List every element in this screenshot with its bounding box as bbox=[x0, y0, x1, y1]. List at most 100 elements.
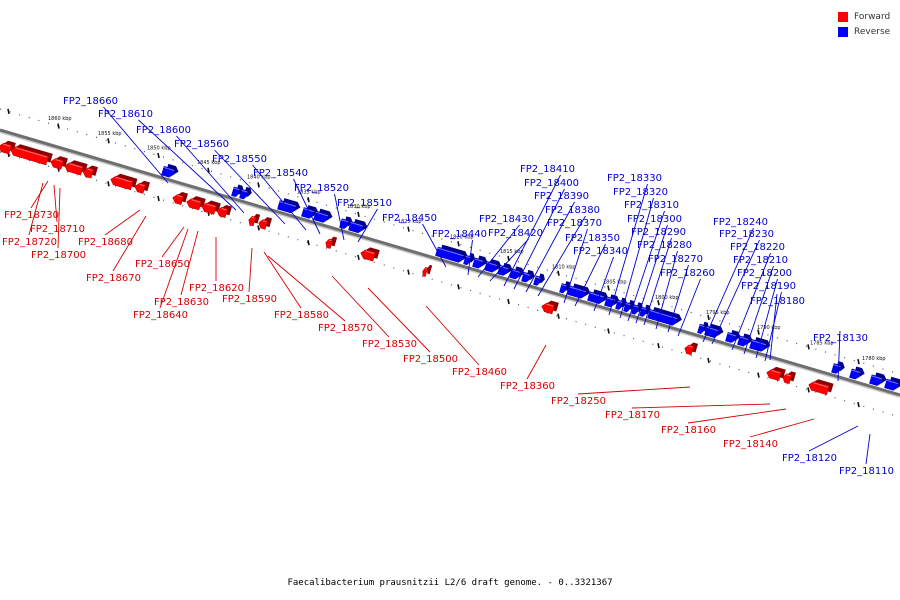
reverse-gene-label[interactable]: FP2_18400 bbox=[524, 178, 579, 189]
reverse-gene-label[interactable]: FP2_18310 bbox=[624, 200, 679, 211]
reverse-gene-label[interactable]: FP2_18410 bbox=[520, 164, 575, 175]
reverse-gene-label[interactable]: FP2_18290 bbox=[631, 227, 686, 238]
forward-gene-glyph[interactable] bbox=[109, 172, 138, 191]
forward-gene-label[interactable]: FP2_18700 bbox=[31, 250, 86, 261]
forward-gene-label[interactable]: FP2_18730 bbox=[4, 210, 59, 221]
reverse-gene-label[interactable]: FP2_18320 bbox=[613, 187, 668, 198]
reverse-gene-glyph[interactable] bbox=[533, 272, 546, 287]
reverse-gene-label[interactable]: FP2_18300 bbox=[627, 214, 682, 225]
forward-gene-glyph[interactable] bbox=[63, 158, 88, 176]
reverse-gene-glyph[interactable] bbox=[647, 306, 683, 327]
reverse-gene-label[interactable]: FP2_18440 bbox=[432, 229, 487, 240]
forward-gene-glyph[interactable] bbox=[324, 235, 338, 250]
forward-gene-label[interactable]: FP2_18160 bbox=[661, 425, 716, 436]
forward-gene-label[interactable]: FP2_18460 bbox=[452, 367, 507, 378]
forward-gene-label[interactable]: FP2_18530 bbox=[362, 339, 417, 350]
forward-gene-glyph[interactable] bbox=[359, 245, 380, 262]
forward-gene-glyph[interactable] bbox=[49, 154, 68, 170]
forward-gene-label[interactable]: FP2_18640 bbox=[133, 310, 188, 321]
forward-gene-glyph[interactable] bbox=[247, 212, 261, 227]
reverse-gene-glyph[interactable] bbox=[435, 244, 469, 265]
reverse-gene-label[interactable]: FP2_18430 bbox=[479, 214, 534, 225]
forward-gene-glyph[interactable] bbox=[171, 190, 188, 206]
reverse-gene-glyph[interactable] bbox=[559, 280, 572, 295]
reverse-gene-label[interactable]: FP2_18340 bbox=[573, 246, 628, 257]
forward-gene-label[interactable]: FP2_18500 bbox=[403, 354, 458, 365]
reverse-gene-glyph[interactable] bbox=[484, 258, 502, 274]
forward-gene-label[interactable]: FP2_18580 bbox=[274, 310, 329, 321]
reverse-gene-label[interactable]: FP2_18450 bbox=[382, 213, 437, 224]
reverse-gene-label[interactable]: FP2_18260 bbox=[660, 268, 715, 279]
reverse-gene-label[interactable]: FP2_18610 bbox=[98, 109, 153, 120]
reverse-gene-glyph[interactable] bbox=[472, 254, 488, 270]
reverse-gene-label[interactable]: FP2_18270 bbox=[648, 254, 703, 265]
forward-gene-glyph[interactable] bbox=[133, 179, 150, 195]
forward-gene-label[interactable]: FP2_18590 bbox=[222, 294, 277, 305]
reverse-gene-glyph[interactable] bbox=[339, 215, 354, 230]
reverse-gene-glyph[interactable] bbox=[348, 218, 368, 235]
reverse-gene-label[interactable]: FP2_18520 bbox=[294, 183, 349, 194]
forward-gene-label[interactable]: FP2_18720 bbox=[2, 237, 57, 248]
gene-depth bbox=[427, 264, 433, 275]
reverse-gene-glyph[interactable] bbox=[161, 163, 179, 179]
forward-gene-label[interactable]: FP2_18170 bbox=[605, 410, 660, 421]
forward-gene-label[interactable]: FP2_18650 bbox=[135, 259, 190, 270]
gene-face bbox=[639, 306, 647, 317]
forward-gene-label[interactable]: FP2_18620 bbox=[189, 283, 244, 294]
reverse-gene-label[interactable]: FP2_18420 bbox=[488, 228, 543, 239]
reverse-gene-glyph[interactable] bbox=[749, 336, 771, 353]
reverse-gene-label[interactable]: FP2_18560 bbox=[174, 139, 229, 150]
reverse-gene-glyph[interactable] bbox=[313, 208, 333, 225]
gene-face bbox=[134, 182, 146, 194]
reverse-gene-label[interactable]: FP2_18280 bbox=[637, 240, 692, 251]
forward-gene-label[interactable]: FP2_18680 bbox=[78, 237, 133, 248]
forward-gene-glyph[interactable] bbox=[807, 377, 834, 396]
forward-gene-label[interactable]: FP2_18630 bbox=[154, 297, 209, 308]
reverse-gene-glyph[interactable] bbox=[884, 376, 900, 393]
reverse-gene-label[interactable]: FP2_18550 bbox=[212, 154, 267, 165]
reverse-gene-label[interactable]: FP2_18370 bbox=[547, 218, 602, 229]
reverse-gene-label[interactable]: FP2_18110 bbox=[839, 466, 894, 477]
forward-gene-label[interactable]: FP2_18670 bbox=[86, 273, 141, 284]
reverse-gene-label[interactable]: FP2_18180 bbox=[750, 296, 805, 307]
reverse-gene-label[interactable]: FP2_18190 bbox=[741, 281, 796, 292]
reverse-gene-label[interactable]: FP2_18200 bbox=[737, 268, 792, 279]
forward-gene-glyph[interactable] bbox=[421, 263, 433, 277]
forward-gene-glyph[interactable] bbox=[683, 341, 699, 356]
forward-gene-glyph[interactable] bbox=[200, 198, 221, 215]
reverse-gene-label[interactable]: FP2_18540 bbox=[253, 168, 308, 179]
reverse-gene-label[interactable]: FP2_18220 bbox=[730, 242, 785, 253]
reverse-gene-label[interactable]: FP2_18120 bbox=[782, 453, 837, 464]
reverse-gene-glyph[interactable] bbox=[521, 269, 536, 284]
forward-gene-glyph[interactable] bbox=[257, 215, 273, 230]
reverse-gene-glyph[interactable] bbox=[725, 329, 741, 345]
forward-gene-label[interactable]: FP2_18710 bbox=[30, 224, 85, 235]
reverse-gene-glyph[interactable] bbox=[239, 186, 253, 201]
forward-gene-label[interactable]: FP2_18250 bbox=[551, 396, 606, 407]
reverse-gene-glyph[interactable] bbox=[567, 282, 591, 300]
forward-gene-glyph[interactable] bbox=[540, 299, 559, 315]
reverse-gene-label[interactable]: FP2_18380 bbox=[545, 205, 600, 216]
reverse-gene-label[interactable]: FP2_18390 bbox=[534, 191, 589, 202]
forward-gene-label[interactable]: FP2_18140 bbox=[723, 439, 778, 450]
forward-gene-glyph[interactable] bbox=[765, 365, 786, 382]
forward-gene-glyph[interactable] bbox=[81, 163, 98, 179]
forward-gene-glyph[interactable] bbox=[215, 203, 232, 219]
forward-gene-label[interactable]: FP2_18570 bbox=[318, 323, 373, 334]
reverse-gene-label[interactable]: FP2_18600 bbox=[136, 125, 191, 136]
reverse-gene-glyph[interactable] bbox=[604, 293, 620, 309]
reverse-gene-glyph[interactable] bbox=[869, 371, 887, 387]
reverse-gene-label[interactable]: FP2_18660 bbox=[63, 96, 118, 107]
forward-gene-glyph[interactable] bbox=[781, 369, 797, 385]
reverse-gene-glyph[interactable] bbox=[849, 365, 865, 381]
reverse-gene-label[interactable]: FP2_18350 bbox=[565, 233, 620, 244]
reverse-gene-label[interactable]: FP2_18130 bbox=[813, 333, 868, 344]
forward-gene-glyph[interactable] bbox=[185, 194, 206, 211]
reverse-gene-label[interactable]: FP2_18210 bbox=[733, 255, 788, 266]
reverse-gene-label[interactable]: FP2_18330 bbox=[607, 173, 662, 184]
reverse-gene-label[interactable]: FP2_18240 bbox=[713, 217, 768, 228]
forward-gene-glyph[interactable] bbox=[9, 142, 53, 166]
reverse-gene-label[interactable]: FP2_18510 bbox=[337, 198, 392, 209]
forward-gene-label[interactable]: FP2_18360 bbox=[500, 381, 555, 392]
reverse-gene-label[interactable]: FP2_18230 bbox=[719, 229, 774, 240]
